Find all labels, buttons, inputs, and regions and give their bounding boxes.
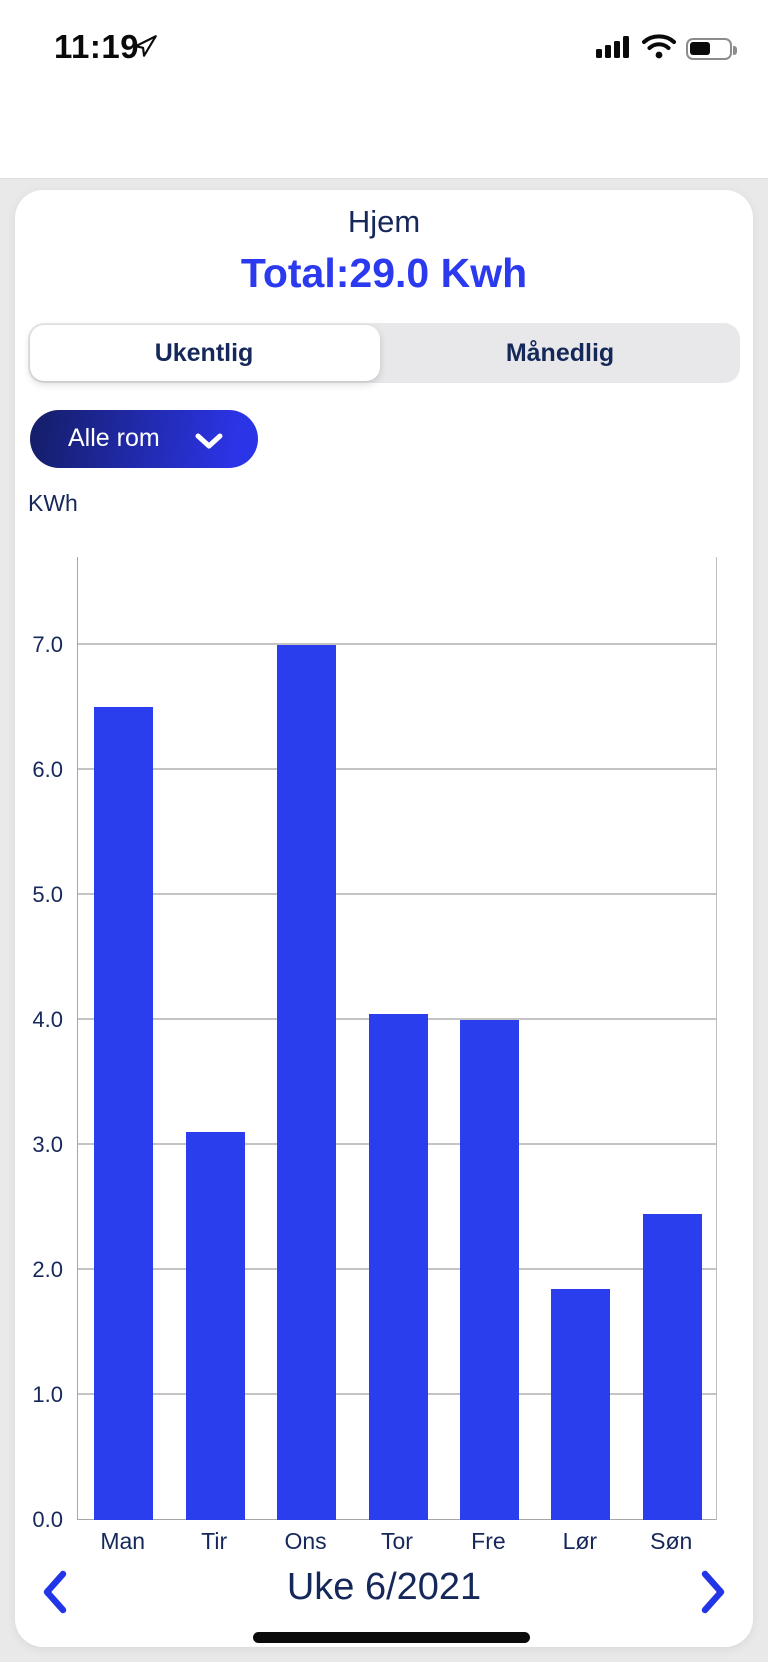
bar-søn <box>642 1213 702 1520</box>
x-tick-label: Tor <box>381 1528 413 1554</box>
y-tick-label: 2.0 <box>32 1256 63 1282</box>
wifi-icon <box>642 34 676 59</box>
bar-ons <box>277 644 337 1520</box>
battery-icon <box>686 38 737 60</box>
y-tick-label: 7.0 <box>32 631 63 657</box>
bar-fre <box>459 1019 519 1520</box>
y-tick-label: 5.0 <box>32 881 63 907</box>
clock: 11:19 <box>54 28 140 65</box>
x-tick-label: Ons <box>284 1528 327 1554</box>
plot-area <box>77 557 717 1520</box>
page-title: Hjem <box>347 204 421 239</box>
home-indicator[interactable] <box>253 1632 530 1643</box>
gridline <box>78 643 716 645</box>
x-tick-label: Søn <box>650 1528 693 1554</box>
room-filter-button[interactable]: Alle rom <box>30 410 258 468</box>
tab-weekly[interactable]: Ukentlig <box>154 339 254 367</box>
location-arrow-icon <box>134 35 157 57</box>
bar-lør <box>551 1288 611 1520</box>
x-axis-tick-labels: Man Tir Ons Tor Fre Lør Søn <box>77 1528 717 1558</box>
x-tick-label: Tir <box>201 1528 228 1554</box>
bar-tir <box>185 1132 245 1520</box>
status-bar: 11:19 <box>0 0 768 80</box>
x-tick-label: Fre <box>471 1528 506 1554</box>
previous-week-button[interactable] <box>39 1569 69 1615</box>
segment-selected-indicator <box>30 325 380 381</box>
room-filter-label: Alle rom <box>68 424 160 452</box>
tab-monthly[interactable]: Månedlig <box>505 339 615 367</box>
period-segmented-control: Ukentlig Månedlig <box>28 323 740 383</box>
y-tick-label: 1.0 <box>32 1381 63 1407</box>
bar-tor <box>368 1013 428 1520</box>
x-tick-label: Lør <box>562 1528 598 1554</box>
y-tick-label: 6.0 <box>32 756 63 782</box>
y-tick-label: 4.0 <box>32 1006 63 1032</box>
energy-card: Hjem Total:29.0 Kwh Ukentlig Månedlig Al… <box>15 190 753 1647</box>
cellular-signal-icon <box>596 36 634 58</box>
y-axis-unit-label: KWh <box>28 490 78 516</box>
y-tick-label: 0.0 <box>32 1507 63 1532</box>
nav-bar <box>0 80 768 236</box>
y-axis-tick-labels: 0.0 1.0 2.0 3.0 4.0 5.0 6.0 7.0 <box>15 557 63 1532</box>
period-label: Uke 6/2021 <box>286 1566 482 1608</box>
bar-man <box>94 707 154 1520</box>
total-consumption: Total:29.0 Kwh <box>240 250 528 296</box>
chevron-down-icon <box>195 433 223 449</box>
gridline <box>78 893 716 895</box>
x-tick-label: Man <box>100 1528 146 1554</box>
gridline <box>78 768 716 770</box>
next-week-button[interactable] <box>699 1569 729 1615</box>
y-tick-label: 3.0 <box>32 1131 63 1157</box>
